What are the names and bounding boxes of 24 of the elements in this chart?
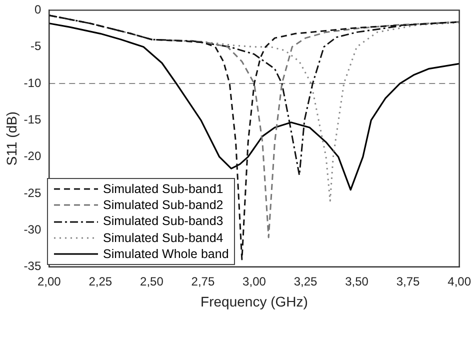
legend-label: Simulated Sub-band1 — [103, 181, 224, 198]
x-axis-title: Frequency (GHz) — [200, 293, 308, 310]
x-tick-label: 3,25 — [294, 274, 318, 288]
x-tick-label: 2,75 — [191, 274, 215, 288]
y-tick-label: -35 — [24, 259, 42, 274]
y-tick-label: -25 — [24, 186, 42, 200]
legend-label: Simulated Whole band — [103, 246, 229, 262]
x-tick-label: 3,75 — [396, 274, 420, 288]
y-tick-label: -10 — [24, 76, 42, 90]
y-tick-label: -20 — [24, 149, 42, 164]
y-tick-label: -5 — [30, 39, 42, 54]
x-tick-label: 4,00 — [448, 274, 472, 288]
legend-label: Simulated Sub-band3 — [103, 213, 224, 230]
x-tick-label: 3,50 — [345, 274, 369, 288]
x-tick-label: 2,25 — [88, 274, 112, 288]
y-axis-title: S11 (dB) — [3, 111, 20, 166]
legend-label: Simulated Sub-band4 — [103, 230, 224, 246]
x-tick-label: 2,00 — [37, 274, 62, 288]
x-tick-label: 2,50 — [140, 274, 164, 288]
y-tick-label: 0 — [34, 2, 42, 17]
y-tick-label: -15 — [24, 112, 42, 126]
legend-label: Simulated Sub-band2 — [103, 197, 224, 214]
x-tick-label: 3,00 — [242, 274, 266, 288]
y-tick-label: -30 — [24, 222, 42, 236]
